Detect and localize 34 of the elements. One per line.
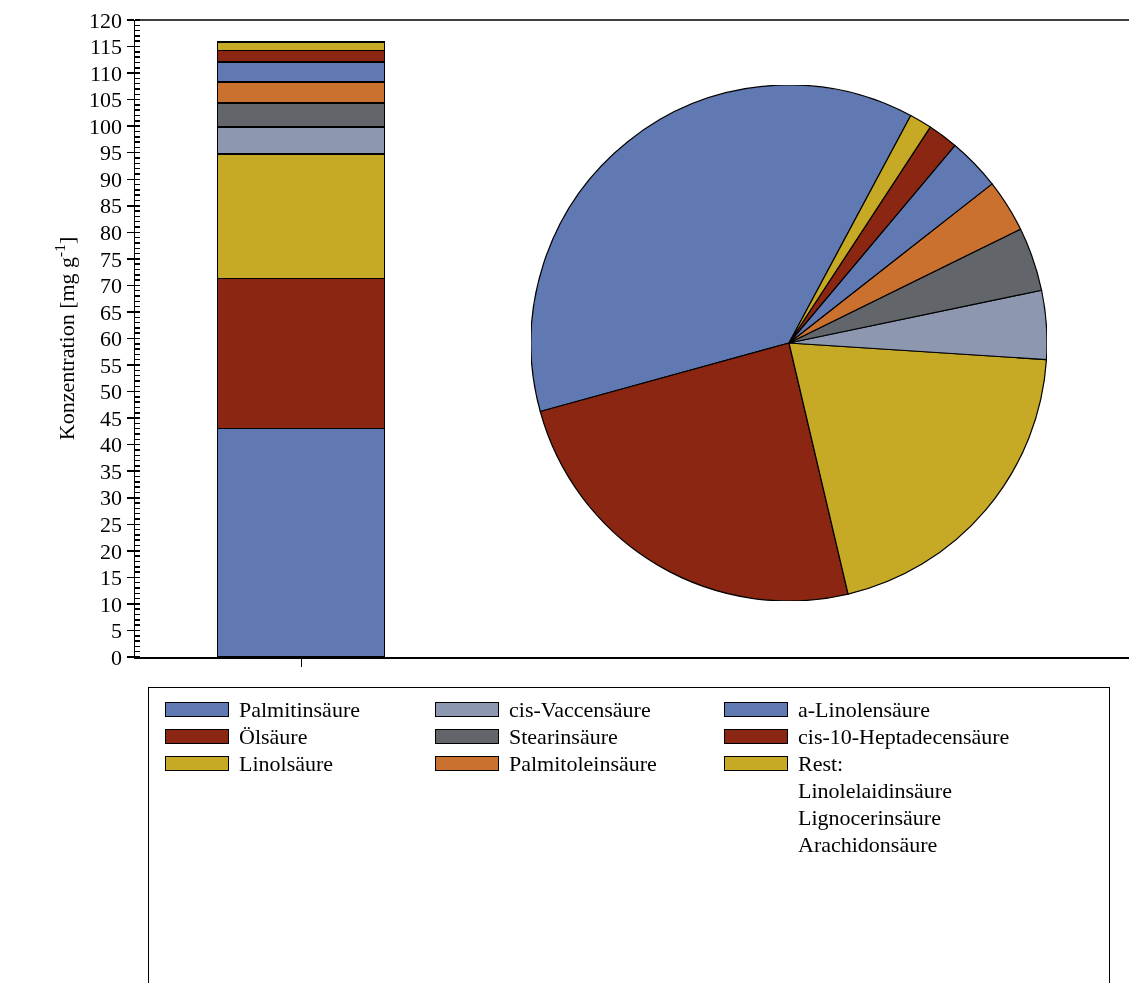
y-tick-label: 115: [89, 34, 123, 60]
y-tick-label: 105: [89, 87, 123, 113]
y-tick-label: 20: [100, 538, 123, 564]
y-tick-label: 80: [100, 220, 123, 246]
y-tick-label: 30: [100, 485, 123, 511]
y-tick-label: 55: [100, 352, 123, 378]
legend-label: Rest: Linolelaidinsäure Lignocerinsäure Arachidonsäure: [798, 750, 952, 858]
y-tick-label: 15: [100, 565, 123, 591]
y-tick-label: 95: [100, 140, 123, 166]
y-tick-label: 0: [111, 644, 123, 670]
legend-label: cis-Vaccensäure: [509, 696, 651, 723]
y-tick-label: 110: [89, 60, 123, 86]
y-tick-label: 90: [100, 166, 123, 192]
y-tick-label: 100: [89, 113, 123, 139]
y-tick-label: 65: [100, 299, 123, 325]
y-tick-label: 75: [100, 246, 123, 272]
legend-label: a-Linolensäure: [798, 696, 930, 723]
y-tick-label: 5: [111, 618, 123, 644]
y-tick-label: 60: [100, 326, 123, 352]
legend-label: Ölsäure: [239, 723, 308, 750]
y-tick-label: 10: [100, 591, 123, 617]
legend-label: Linolsäure: [239, 750, 334, 777]
legend-label: cis-10-Heptadecensäure: [798, 723, 1010, 750]
y-tick-label: 35: [100, 458, 123, 484]
y-tick-label: 25: [100, 511, 123, 537]
y-tick-label: 45: [100, 405, 123, 431]
y-tick-label: 70: [100, 273, 123, 299]
y-tick-label: 85: [100, 193, 123, 219]
y-tick-label: 40: [100, 432, 123, 458]
legend-label: Palmitoleinsäure: [509, 750, 657, 777]
y-tick-label: 120: [89, 7, 123, 33]
legend-label: Stearinsäure: [509, 723, 618, 750]
legend-label: Palmitinsäure: [239, 696, 360, 723]
y-tick-label: 50: [100, 379, 123, 405]
